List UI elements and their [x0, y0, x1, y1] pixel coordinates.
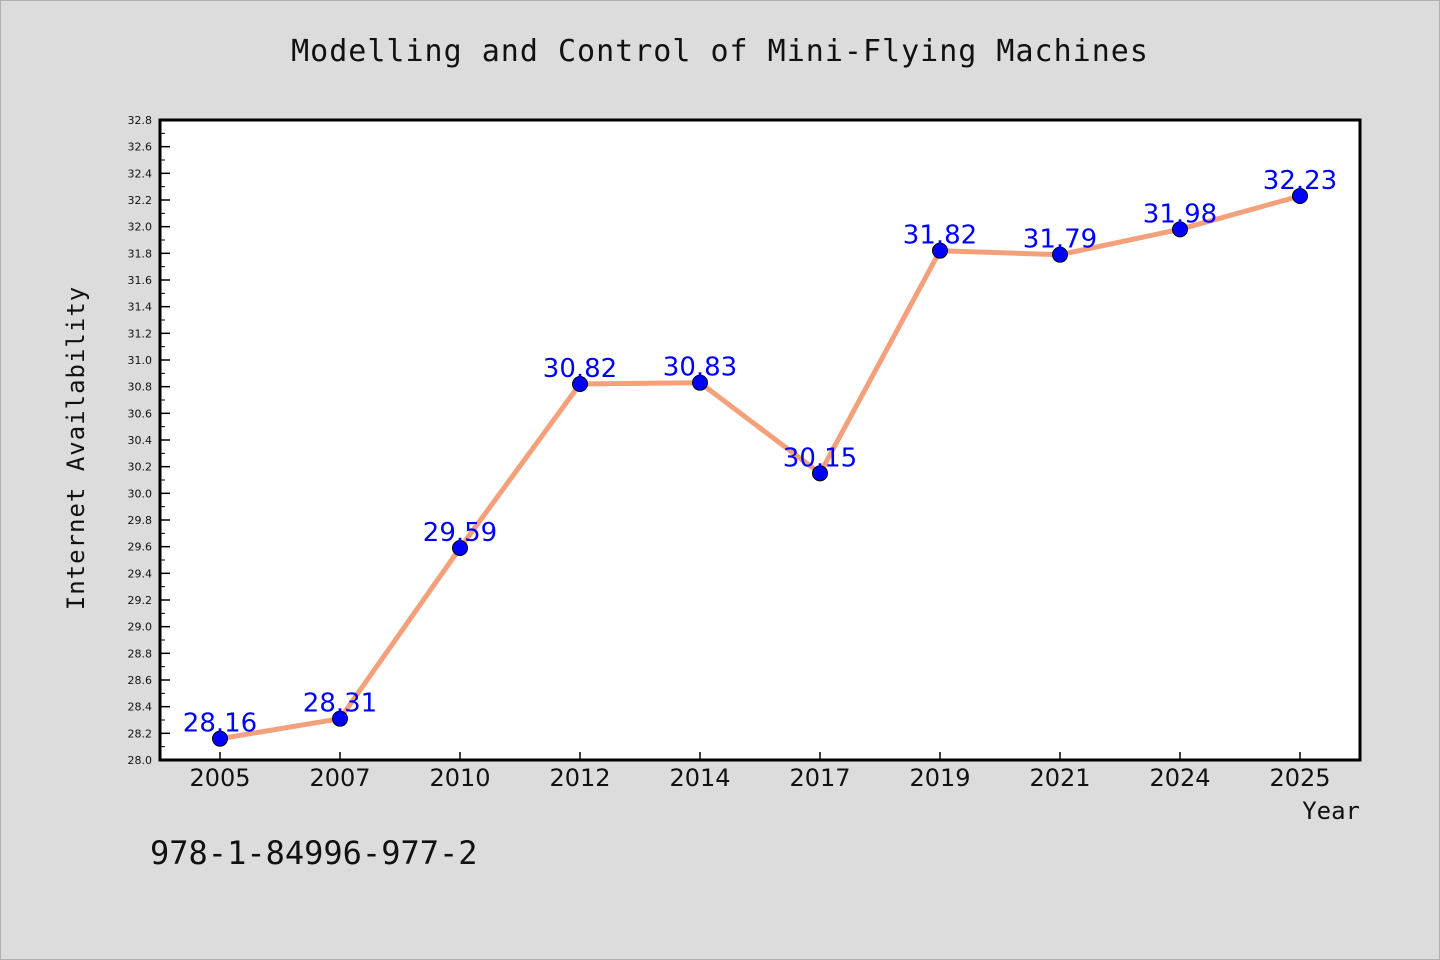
data-point: [332, 710, 348, 727]
y-tick-label: 30.8: [128, 381, 153, 394]
data-label: 31.79: [1023, 225, 1097, 255]
data-labels: 28.16 28.31 29.59 30.82 30.83 30.15 31.82 31.79…: [183, 166, 1337, 739]
data-point: [1292, 188, 1308, 204]
x-tick-label: 2012: [549, 764, 610, 792]
isbn-text: 978-1-84996-977-2: [150, 834, 478, 872]
plot-border: [158, 118, 1362, 762]
data-point: [572, 376, 588, 392]
y-tick-label: 29.2: [128, 594, 153, 607]
y-tick-label: 30.2: [128, 461, 153, 474]
data-point: [932, 242, 948, 259]
y-tick-label: 31.6: [128, 274, 153, 287]
x-tick-label: 2005: [189, 764, 250, 792]
data-label: 30.83: [663, 353, 737, 383]
x-tick-label: 2019: [909, 764, 970, 792]
chart-title: Modelling and Control of Mini-Flying Mac…: [291, 34, 1149, 69]
y-tick-label: 30.6: [128, 407, 153, 420]
y-tick-label: 28.4: [128, 701, 153, 714]
data-point: [812, 465, 828, 482]
y-tick-label: 31.0: [128, 354, 153, 367]
data-label: 28.31: [303, 689, 377, 719]
data-point: [1052, 246, 1068, 263]
series-line: [217, 193, 1303, 742]
series-markers: [212, 188, 1308, 747]
data-point: [1172, 221, 1188, 238]
y-tick-label: 31.4: [128, 301, 153, 314]
x-tick-label: 2025: [1269, 764, 1330, 792]
data-point: [452, 540, 468, 556]
x-tick-label: 2024: [1149, 764, 1210, 792]
data-label: 30.82: [543, 354, 617, 384]
y-tick-label: 28.2: [128, 727, 153, 740]
data-label: 28.16: [183, 709, 257, 739]
y-tick-label: 28.8: [128, 647, 153, 660]
y-tick-label: 32.8: [128, 114, 153, 127]
axis-ticks: 28.0 28.2 28.4 28.6 28.8 29.0 29.2 29.4 29.6 29.8…: [128, 114, 1331, 792]
y-tick-label: 32.6: [128, 141, 153, 154]
x-axis-label: Year: [1302, 797, 1360, 825]
y-tick-label: 30.4: [128, 434, 153, 447]
x-tick-label: 2010: [429, 764, 490, 792]
y-tick-label: 32.4: [128, 167, 153, 180]
x-tick-label: 2014: [669, 764, 730, 792]
y-tick-label: 29.8: [128, 514, 153, 527]
y-tick-label: 30.0: [128, 487, 153, 500]
data-label: 30.15: [783, 443, 857, 473]
y-tick-label: 28.6: [128, 674, 153, 687]
data-label: 29.59: [423, 518, 497, 548]
x-tick-label: 2021: [1029, 764, 1090, 792]
y-tick-label: 32.0: [128, 221, 153, 234]
data-point: [212, 730, 228, 747]
y-tick-label: 32.2: [128, 194, 153, 207]
y-tick-label: 29.4: [128, 567, 153, 580]
y-tick-label: 29.0: [128, 621, 153, 634]
y-tick-label: 31.2: [128, 327, 153, 340]
y-tick-label: 29.6: [128, 541, 153, 554]
y-tick-label: 31.8: [128, 247, 153, 260]
data-label: 32.23: [1263, 166, 1337, 196]
plot-area: [160, 120, 1360, 760]
data-label: 31.82: [903, 221, 977, 251]
data-label: 31.98: [1143, 199, 1217, 229]
data-point: [692, 374, 708, 391]
x-tick-label: 2017: [789, 764, 850, 792]
x-tick-label: 2007: [309, 764, 370, 792]
y-tick-label: 28.0: [128, 754, 153, 767]
